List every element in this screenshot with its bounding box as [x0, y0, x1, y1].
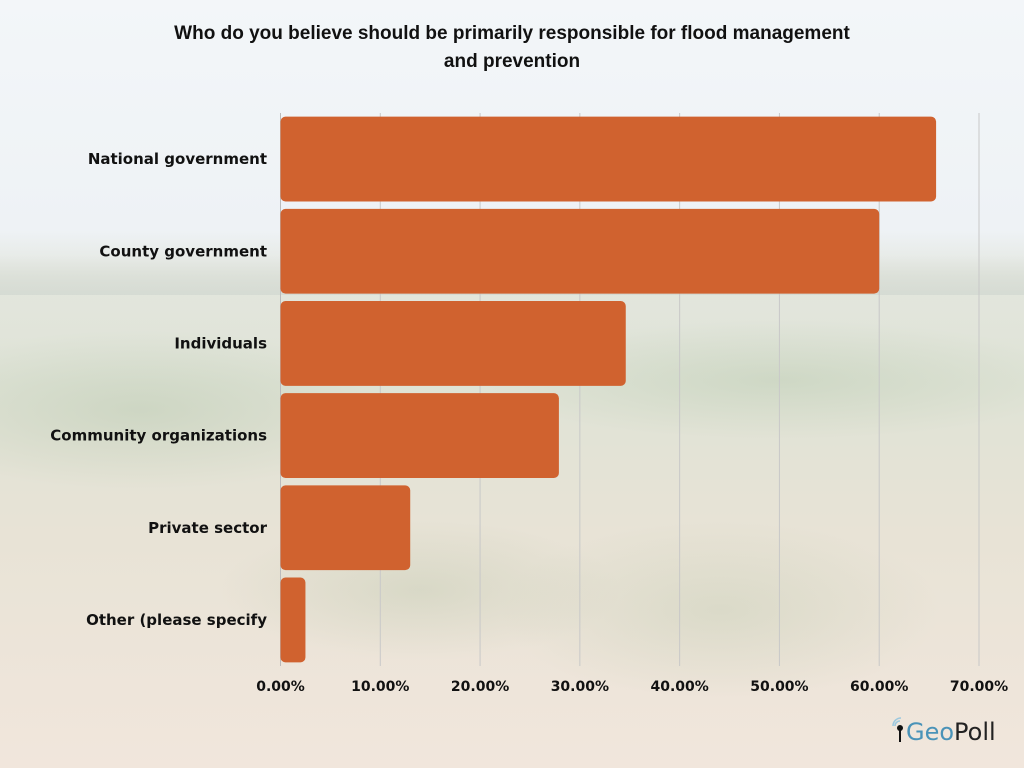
category-label: Other (please specify: [86, 611, 267, 629]
bar: [280, 208, 880, 294]
x-tick-label: 0.00%: [256, 679, 305, 695]
category-label: Private sector: [148, 519, 267, 537]
geopoll-logo: GeoPoll: [890, 712, 996, 746]
chart-title: Who do you believe should be primarily r…: [0, 20, 1024, 76]
category-label: County government: [99, 242, 267, 260]
x-tick-label: 30.00%: [551, 679, 609, 695]
x-tick-label: 20.00%: [451, 679, 509, 695]
bar: [280, 393, 559, 478]
bar: [280, 116, 937, 202]
logo-text-geo: Geo: [906, 718, 955, 746]
x-tick-label: 70.00%: [950, 679, 1008, 695]
category-label: Community organizations: [50, 427, 267, 445]
x-tick-label: 60.00%: [850, 679, 908, 695]
logo-text-poll: Poll: [954, 718, 996, 746]
bar: [280, 485, 411, 571]
bar: [280, 577, 306, 663]
bar: [280, 301, 626, 386]
chart-title-line-1: Who do you believe should be primarily r…: [174, 23, 850, 44]
category-label: Individuals: [174, 334, 267, 352]
chart-title-line-2: and prevention: [443, 51, 581, 72]
x-tick-label: 50.00%: [750, 679, 808, 695]
x-tick-label: 40.00%: [650, 679, 708, 695]
x-tick-label: 10.00%: [351, 679, 409, 695]
signal-antenna-icon: [892, 717, 903, 742]
category-label: National government: [88, 150, 267, 168]
